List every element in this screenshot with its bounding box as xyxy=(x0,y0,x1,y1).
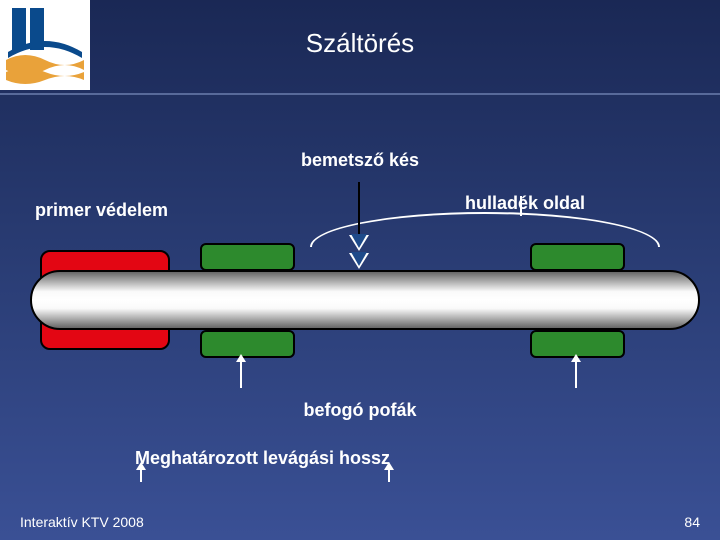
fiber-cable xyxy=(30,270,700,330)
length-tick-right xyxy=(388,468,390,482)
clamp-arrows xyxy=(30,360,700,398)
label-befogo-pofak: befogó pofák xyxy=(0,400,720,421)
clamp-jaw-top-left xyxy=(200,243,295,271)
scoring-knife xyxy=(358,182,360,272)
slide-header: Száltörés xyxy=(0,0,720,95)
arrow-to-left-clamp xyxy=(240,360,242,388)
label-hulladek-oldal: hulladék oldal xyxy=(465,193,585,214)
slide-title: Száltörés xyxy=(0,28,720,59)
fiber-break-diagram xyxy=(30,230,700,380)
length-tick-left xyxy=(140,468,142,482)
label-primer-vedelem: primer védelem xyxy=(35,200,168,221)
clamp-jaw-top-right xyxy=(530,243,625,271)
footer-source: Interaktív KTV 2008 xyxy=(20,514,144,530)
cut-length-indicator xyxy=(140,468,390,488)
label-levagasi-hossz: Meghatározott levágási hossz xyxy=(135,448,390,469)
clamp-jaw-bottom-left xyxy=(200,330,295,358)
slide-number: 84 xyxy=(684,514,700,530)
label-bemetszo-kes: bemetsző kés xyxy=(0,150,720,171)
arrow-to-right-clamp xyxy=(575,360,577,388)
